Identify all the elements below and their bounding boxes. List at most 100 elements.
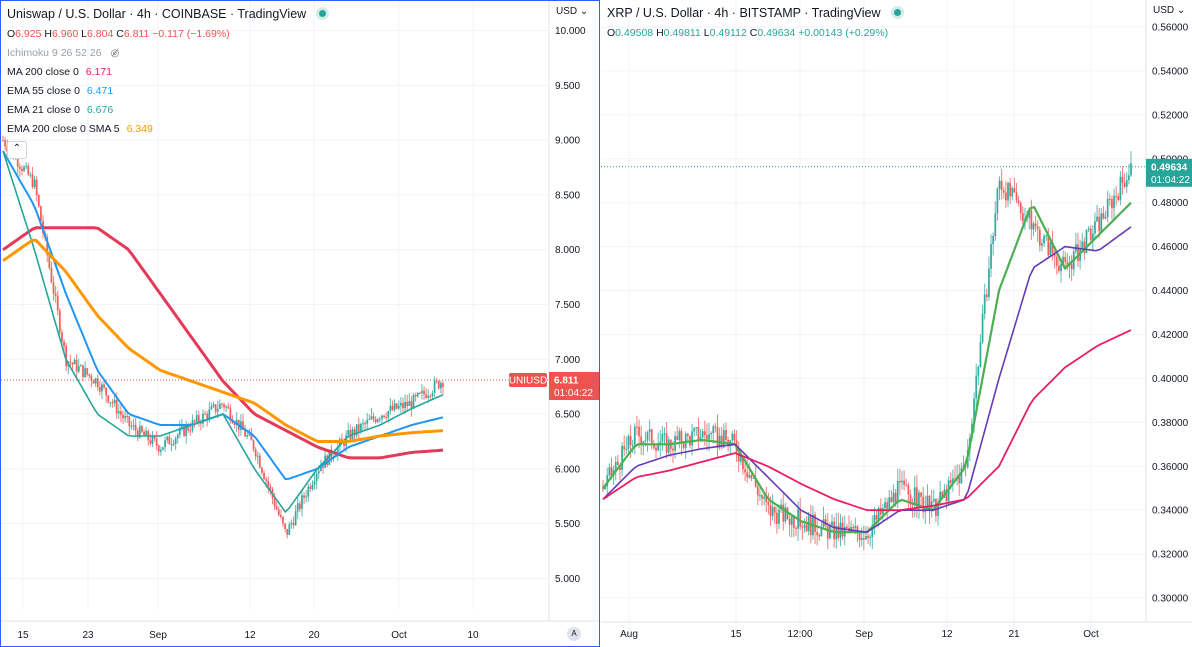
candle <box>31 166 34 189</box>
candle <box>871 515 874 550</box>
candle <box>725 422 727 445</box>
candle <box>372 412 375 423</box>
candle <box>237 419 240 437</box>
xrp-chart-panel[interactable]: 0.560000.540000.520000.500000.480000.460… <box>601 0 1192 647</box>
uni-currency-menu[interactable]: USD ⌄ <box>556 6 589 17</box>
candle-body <box>282 516 284 524</box>
candle-body <box>775 512 778 524</box>
candle-body <box>640 436 643 445</box>
candle-body <box>233 423 236 425</box>
market-open-dot-icon <box>893 9 901 16</box>
candle <box>439 380 442 394</box>
candle-body <box>1123 182 1126 187</box>
candle <box>37 194 40 209</box>
candle-body <box>614 461 617 470</box>
candle-body <box>665 433 668 453</box>
auto-scale-button[interactable]: A <box>567 627 581 641</box>
hidden-eye-icon[interactable]: ◎̸ <box>110 48 120 59</box>
candle <box>614 456 617 481</box>
candle-body <box>903 480 906 485</box>
candle <box>636 415 638 436</box>
candle <box>315 471 318 490</box>
ema200-legend[interactable]: EMA 200 close 0 SMA 5 6.349 <box>7 123 153 135</box>
candle-body <box>926 495 929 508</box>
candle-body <box>1104 216 1107 219</box>
xrp-currency-menu[interactable]: USD ⌄ <box>1153 5 1186 16</box>
candle-body <box>767 502 770 505</box>
candle <box>212 401 215 409</box>
candle-body <box>71 363 74 365</box>
candle-body <box>343 440 345 446</box>
candle-body <box>602 488 604 490</box>
uni-chart-panel[interactable]: 10.000 9.500 9.000 8.500 8.000 7.500 7.000 6.50… <box>0 0 600 647</box>
candle-body <box>1015 192 1018 201</box>
candle-body <box>242 421 244 431</box>
candle-body <box>305 496 308 498</box>
candle <box>773 505 776 525</box>
candle <box>170 438 173 452</box>
uni-chart-svg[interactable]: 10.000 9.500 9.000 8.500 8.000 7.500 7.000 6.50… <box>1 1 600 647</box>
x-tick-label: 20 <box>308 630 320 641</box>
candle <box>782 492 785 531</box>
candle-body <box>725 430 727 441</box>
candle <box>98 380 101 396</box>
candle-body <box>69 361 72 364</box>
candle <box>627 433 630 454</box>
candle-body <box>882 508 884 515</box>
candle <box>1111 195 1113 220</box>
candle <box>631 439 634 454</box>
candle-body <box>814 514 816 533</box>
candle-body <box>174 438 177 445</box>
candle-body <box>1036 226 1039 230</box>
candle-body <box>208 409 211 420</box>
candle <box>391 400 394 411</box>
candle-body <box>714 426 717 428</box>
candle <box>686 433 689 442</box>
candle-body <box>23 167 25 171</box>
candle-body <box>708 434 710 440</box>
candle-body <box>625 449 628 451</box>
ema55-legend[interactable]: EMA 55 close 0 6.471 <box>7 85 114 97</box>
candle-body <box>414 395 417 397</box>
candle <box>301 489 303 517</box>
candle-body <box>659 441 662 445</box>
ma200-legend[interactable]: MA 200 close 0 6.171 <box>7 66 112 78</box>
candle <box>157 444 160 456</box>
candle-body <box>988 268 990 298</box>
candle <box>784 502 787 524</box>
candle-body <box>1113 195 1115 209</box>
candle-body <box>258 455 261 468</box>
candle <box>901 470 903 490</box>
candle <box>119 403 122 422</box>
candle <box>1094 212 1096 238</box>
y-tick-label: 0.52000 <box>1152 110 1189 121</box>
candle-body <box>642 441 645 445</box>
ichimoku-legend[interactable]: Ichimoku 9 26 52 26 ◎̸ <box>7 44 326 63</box>
candle <box>77 358 80 374</box>
candle-body <box>803 524 806 528</box>
xrp-chart-svg[interactable]: 0.560000.540000.520000.500000.480000.460… <box>601 0 1192 647</box>
candle <box>722 423 725 449</box>
candle-body <box>954 478 956 480</box>
series-line-2 <box>602 226 1132 533</box>
uni-title-row: Uniswap / U.S. Dollar · 4h · COINBASE · … <box>7 5 327 25</box>
collapse-legend-button[interactable]: ⌃ <box>7 141 27 159</box>
candle <box>975 363 978 409</box>
candle <box>258 452 261 469</box>
candle <box>920 492 922 505</box>
candle-body <box>1062 256 1065 265</box>
candle-body <box>130 426 133 428</box>
candle-body <box>867 535 869 539</box>
candle <box>113 395 116 407</box>
candle <box>623 435 626 457</box>
ema21-legend[interactable]: EMA 21 close 0 6.676 <box>7 104 114 116</box>
candle <box>402 397 404 413</box>
candle-body <box>784 507 787 522</box>
candle-body <box>1053 253 1056 257</box>
candle-body <box>406 401 409 407</box>
y-tick-label: 0.40000 <box>1152 374 1189 385</box>
candle <box>406 394 409 413</box>
y-tick-label: 7.000 <box>555 355 580 366</box>
candle <box>708 423 710 452</box>
candle <box>712 424 715 444</box>
